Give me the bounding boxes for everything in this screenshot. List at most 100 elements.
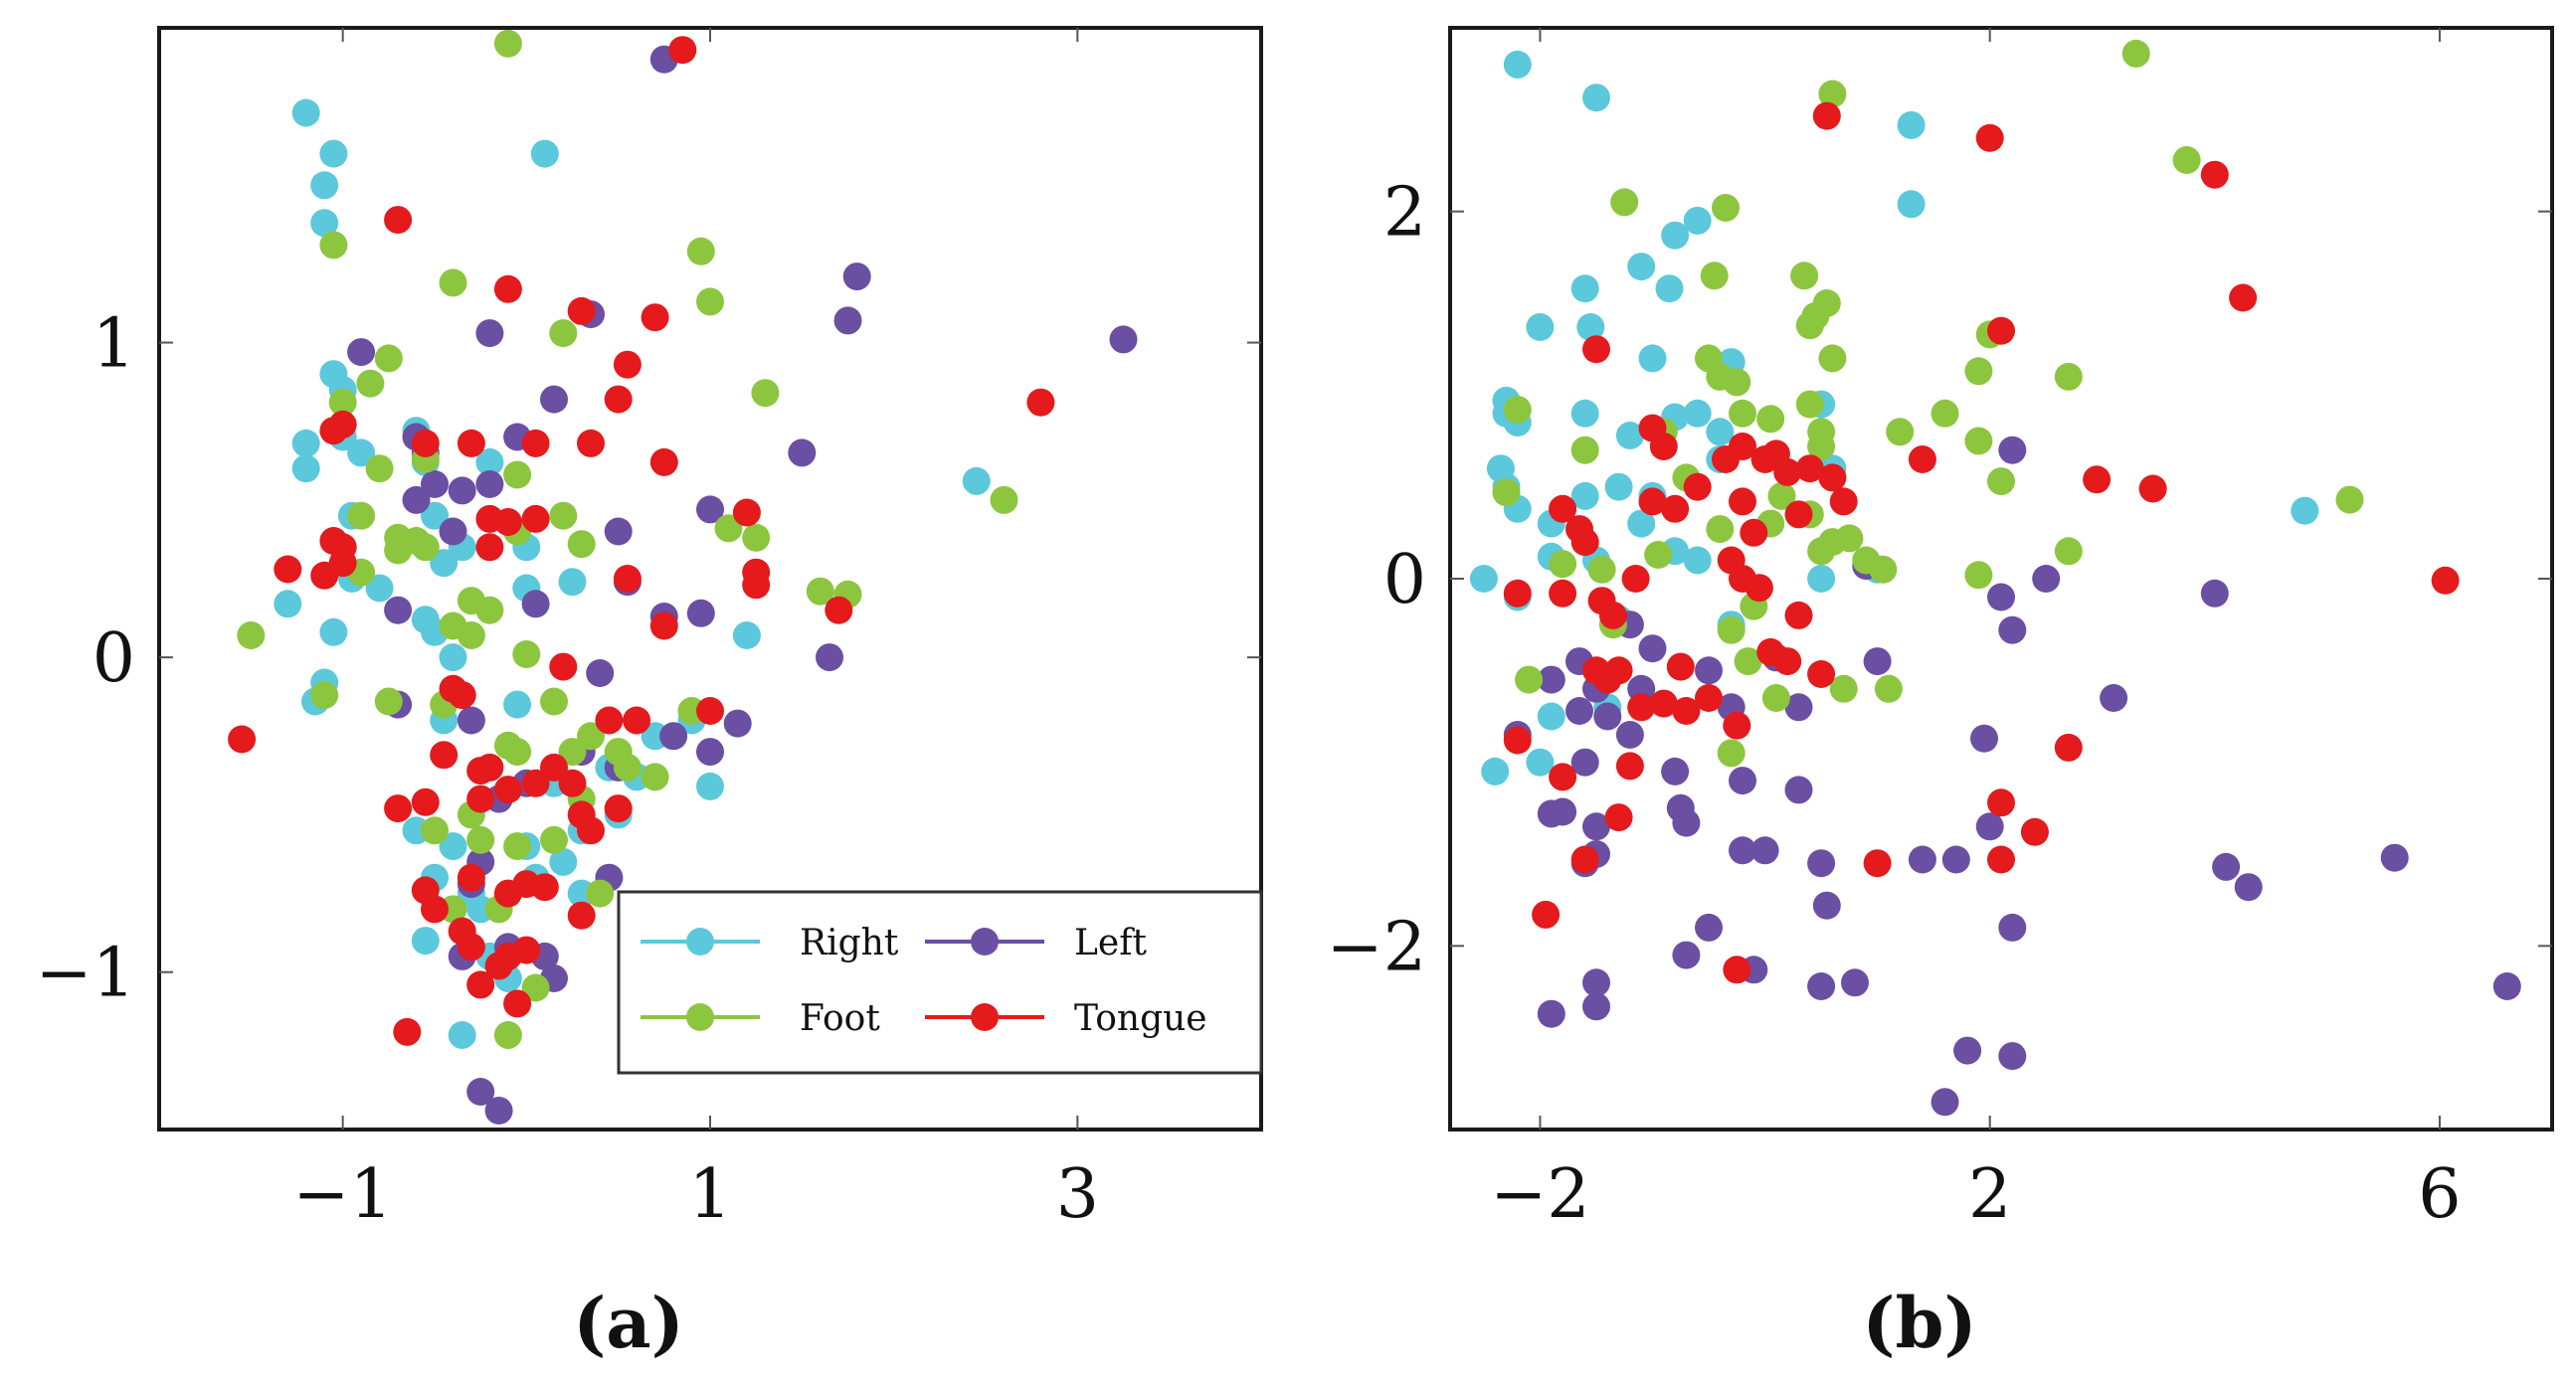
point-tongue [2054, 733, 2083, 762]
point-foot [558, 738, 587, 767]
point-foot [1492, 478, 1521, 507]
point-tongue [1729, 433, 1756, 460]
point-left [1661, 757, 1690, 785]
point-tongue [696, 697, 724, 725]
point-tongue [457, 933, 485, 961]
point-right [1604, 472, 1633, 501]
point-left [1975, 812, 2004, 841]
point-foot [374, 687, 403, 716]
point-tongue [558, 769, 587, 797]
point-foot [1717, 739, 1746, 768]
point-tongue [475, 533, 504, 562]
point-tongue [1570, 528, 1599, 557]
point-left [1593, 702, 1622, 731]
point-tongue [2138, 474, 2167, 503]
legend-marker-left [971, 928, 999, 956]
point-foot [540, 825, 568, 854]
point-right [1897, 190, 1926, 219]
point-right [1537, 702, 1565, 731]
point-left [1812, 891, 1841, 920]
point-tongue [641, 303, 669, 332]
point-foot [540, 687, 568, 716]
point-tongue [567, 901, 596, 930]
point-left [1109, 325, 1138, 354]
point-tongue [1829, 487, 1858, 516]
point-right [696, 772, 724, 800]
point-tongue [328, 549, 357, 578]
point-tongue [1784, 601, 1813, 629]
point-tongue [1740, 518, 1768, 547]
point-tongue [1649, 689, 1678, 718]
point-tongue [503, 989, 532, 1018]
point-left [1695, 656, 1723, 685]
legend-marker-tongue [971, 1003, 999, 1031]
point-foot [319, 231, 348, 260]
point-foot [475, 596, 504, 624]
point-left [384, 596, 413, 624]
point-left [2032, 565, 2061, 593]
point-left [2100, 684, 2128, 712]
point-foot [751, 379, 780, 408]
point-tongue [384, 206, 413, 235]
point-tongue [430, 741, 459, 770]
point-left [816, 643, 843, 672]
point-right [962, 466, 991, 495]
point-left [1841, 968, 1869, 997]
point-tongue [649, 611, 678, 640]
point-right [439, 643, 467, 672]
point-tongue [1570, 845, 1599, 874]
point-foot [237, 621, 266, 649]
point-foot [1570, 436, 1599, 464]
point-tongue [457, 429, 485, 457]
point-right [347, 438, 376, 467]
y-tick-label: 2 [1383, 174, 1426, 253]
point-foot [2121, 39, 2150, 68]
point-tongue [1773, 457, 1802, 486]
point-tongue [1549, 494, 1577, 523]
point-foot [742, 523, 771, 552]
point-tongue [1723, 956, 1751, 984]
point-left [842, 262, 871, 291]
point-right [1570, 399, 1599, 428]
point-foot [567, 530, 596, 559]
point-foot [1587, 555, 1616, 584]
point-tongue [742, 571, 771, 600]
point-left [2200, 579, 2229, 608]
point-left [604, 517, 633, 546]
x-tick-label: 3 [1056, 1155, 1099, 1234]
point-tongue [1987, 788, 2015, 817]
legend-label-tongue: Tongue [1074, 998, 1207, 1039]
point-left [1987, 583, 2015, 611]
point-right [530, 139, 559, 168]
point-tongue [1987, 845, 2015, 874]
point-tongue [1503, 579, 1532, 608]
point-tongue [1621, 565, 1650, 593]
point-left [521, 590, 550, 618]
point-left [1998, 1042, 2027, 1071]
point-left [1638, 634, 1667, 663]
point-tongue [1784, 500, 1813, 529]
x-tick-label: 1 [688, 1155, 731, 1234]
point-tongue [604, 385, 633, 414]
point-tongue [1661, 494, 1690, 523]
point-tongue [1026, 388, 1055, 417]
point-tongue [448, 681, 476, 710]
point-tongue [1672, 697, 1701, 725]
point-tongue [521, 429, 550, 457]
point-left [1807, 972, 1836, 1000]
point-right [1627, 253, 1656, 281]
point-left [1570, 748, 1599, 777]
point-right [732, 621, 761, 649]
point-foot [1818, 344, 1847, 373]
panel-label: (a) [573, 1282, 684, 1364]
point-left [1537, 799, 1565, 828]
point-foot [1644, 541, 1673, 569]
point-left [1784, 776, 1813, 804]
point-tongue [1807, 660, 1836, 688]
point-left [448, 476, 476, 505]
y-tick-label: 0 [92, 619, 135, 698]
point-left [402, 485, 431, 514]
point-tongue [1532, 900, 1561, 929]
point-right [421, 501, 449, 530]
